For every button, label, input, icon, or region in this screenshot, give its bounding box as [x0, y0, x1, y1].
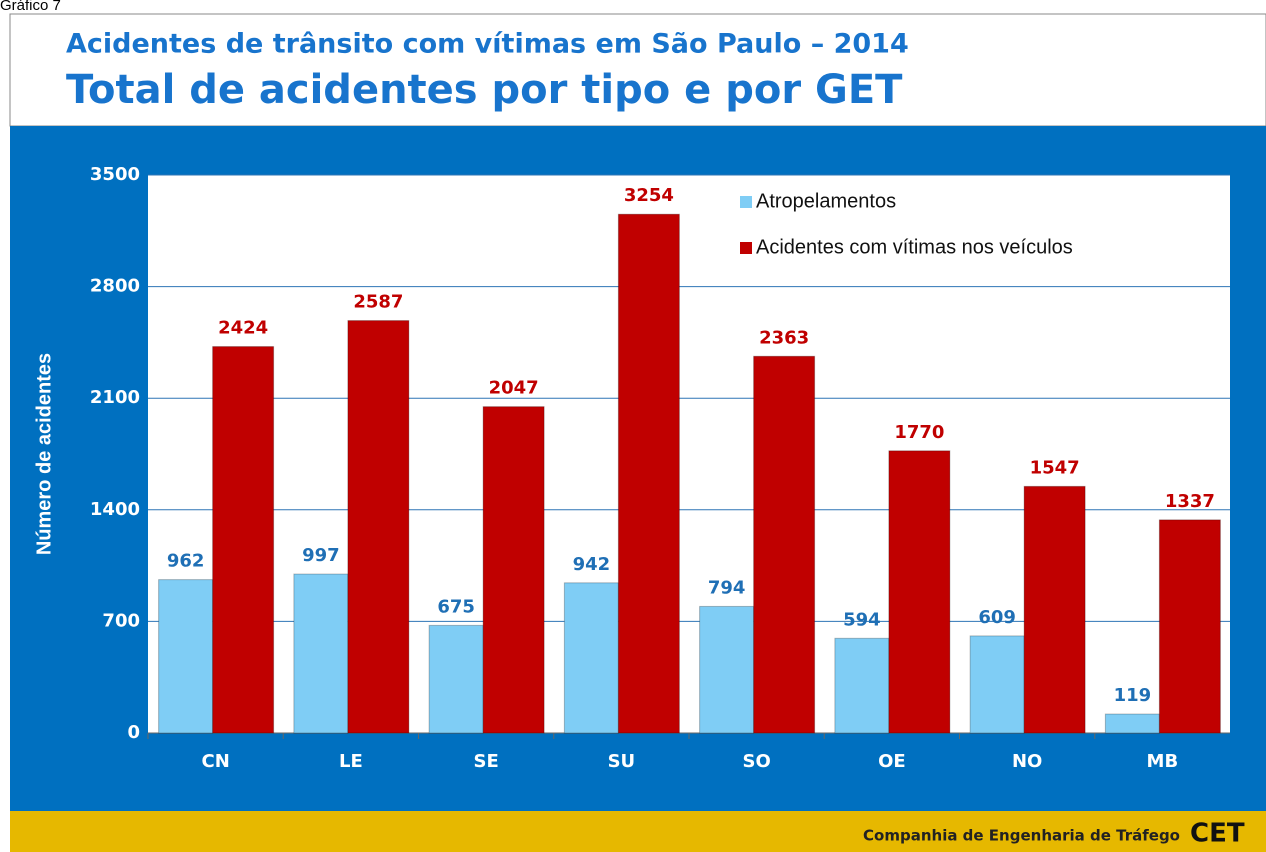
- value-label: 675: [437, 596, 475, 617]
- bar: [969, 635, 1025, 734]
- x-tick-label: SU: [608, 751, 636, 772]
- value-label: 1770: [894, 422, 944, 443]
- bar: [428, 624, 484, 734]
- legend-label: Acidentes com vítimas nos veículos: [756, 236, 1073, 258]
- legend-swatch: [740, 196, 752, 208]
- value-label: 962: [167, 551, 205, 572]
- legend-swatch: [740, 242, 752, 254]
- value-label: 594: [843, 609, 881, 630]
- footer-band: [10, 811, 1266, 852]
- value-label: 2047: [489, 378, 539, 399]
- value-label: 3254: [624, 185, 674, 206]
- value-label: 2363: [759, 327, 809, 348]
- bar: [212, 346, 275, 734]
- value-label: 609: [978, 607, 1016, 628]
- x-tick-label: OE: [878, 751, 906, 772]
- bar: [699, 605, 755, 734]
- bar: [1104, 713, 1160, 734]
- value-label: 2587: [353, 292, 403, 313]
- y-tick-label: 2100: [90, 387, 140, 408]
- y-tick-label: 1400: [90, 499, 140, 520]
- bar: [482, 406, 545, 734]
- bar: [563, 582, 619, 734]
- value-label: 119: [1114, 685, 1152, 706]
- bar: [1023, 485, 1086, 734]
- header-box: [9, 13, 1266, 127]
- x-tick-label: MB: [1147, 751, 1179, 772]
- x-tick-label: NO: [1012, 751, 1042, 772]
- footer-text: Companhia de Engenharia de Tráfego: [863, 827, 1180, 845]
- bar: [753, 355, 816, 734]
- bar: [617, 213, 680, 734]
- value-label: 997: [302, 545, 340, 566]
- chart-title: Acidentes de trânsito com vítimas em São…: [66, 29, 909, 60]
- chart-subtitle: Total de acidentes por tipo e por GET: [66, 67, 903, 113]
- value-label: 1547: [1030, 457, 1080, 478]
- y-tick-label: 0: [127, 722, 140, 743]
- page-label: Gráfico 7: [0, 0, 61, 14]
- x-tick-label: CN: [201, 751, 229, 772]
- x-tick-label: SO: [742, 751, 770, 772]
- bar: [888, 450, 951, 734]
- bar: [834, 637, 890, 734]
- y-tick-label: 3500: [90, 164, 140, 185]
- y-tick-label: 2800: [90, 276, 140, 297]
- value-label: 1337: [1165, 491, 1215, 512]
- x-tick-label: SE: [473, 751, 498, 772]
- bar: [1158, 519, 1221, 734]
- value-label: 794: [708, 577, 746, 598]
- value-label: 2424: [218, 318, 268, 339]
- y-axis-label: Número de acidentes: [33, 353, 55, 555]
- logo: CET: [1190, 819, 1245, 849]
- bar: [347, 320, 410, 734]
- x-tick-label: LE: [339, 751, 363, 772]
- value-label: 942: [573, 554, 611, 575]
- y-tick-label: 700: [102, 610, 140, 631]
- bar: [158, 579, 214, 734]
- legend-label: Atropelamentos: [756, 190, 896, 212]
- bar: [293, 573, 349, 734]
